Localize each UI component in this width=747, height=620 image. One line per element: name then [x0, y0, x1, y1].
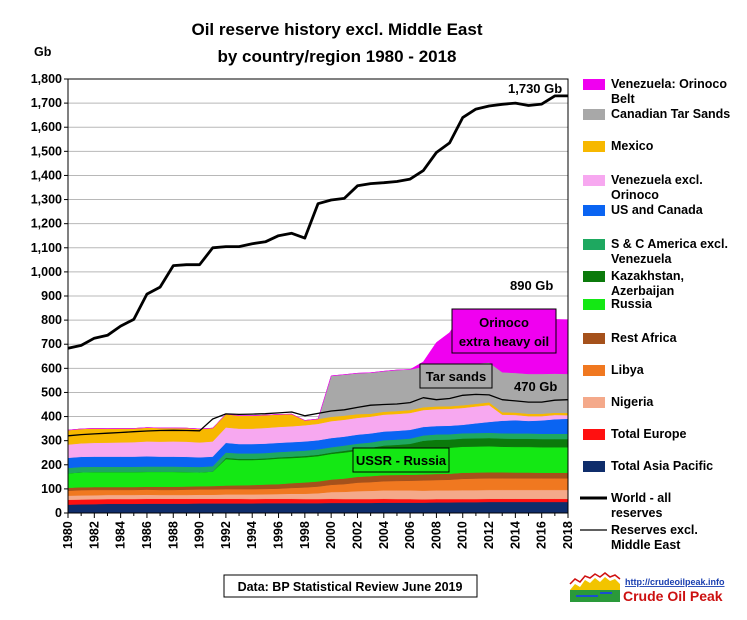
x-tick-label: 2012 [482, 521, 496, 549]
x-tick-label: 1986 [140, 521, 154, 549]
ussr-russia-label: USSR - Russia [356, 453, 447, 468]
legend-label-rest-africa: Rest Africa [611, 331, 678, 345]
legend-swatch-russia [583, 299, 605, 310]
x-tick-label: 1984 [114, 521, 128, 549]
y-tick-label: 900 [41, 289, 62, 303]
legend-label-reserves-excl-middle-east: Reserves excl. Middle East [611, 523, 698, 552]
x-tick-label: 2006 [403, 521, 417, 549]
legend-label-venezuela-orinoco-belt: Venezuela: Orinoco Belt [611, 77, 727, 106]
y-tick-label: 800 [41, 313, 62, 327]
legend-swatch-mexico [583, 141, 605, 152]
y-tick-label: 1,500 [31, 144, 62, 158]
x-tick-label: 1998 [298, 521, 312, 549]
y-axis-unit-label: Gb [34, 45, 52, 59]
legend-swatch-us-and-canada [583, 205, 605, 216]
line-world-all-reserves [67, 94, 568, 350]
annotation-tar-box: Tar sands [419, 363, 493, 389]
logo-name: Crude Oil Peak [623, 588, 723, 604]
legend-swatch-total-asia-pacific [583, 461, 605, 472]
legend-swatch-libya [583, 365, 605, 376]
y-tick-label: 0 [55, 506, 62, 520]
y-tick-label: 1,000 [31, 265, 62, 279]
y-tick-label: 1,400 [31, 168, 62, 182]
y-tick-label: 200 [41, 458, 62, 472]
x-tick-label: 2002 [350, 521, 364, 549]
legend-swatch-canadian-tar-sands [583, 109, 605, 120]
tar-sands-label: Tar sands [426, 369, 486, 384]
logo-url: http://crudeoilpeak.info [625, 577, 725, 587]
line-reserves-excl-middle-east [67, 393, 569, 437]
y-tick-label: 300 [41, 434, 62, 448]
x-tick-label: 2014 [508, 521, 522, 549]
legend-swatch-total-europe [583, 429, 605, 440]
legend-label-total-europe: Total Europe [611, 427, 687, 441]
legend-label-canadian-tar-sands: Canadian Tar Sands [611, 107, 730, 121]
y-tick-label: 100 [41, 482, 62, 496]
legend-label-s-c-america-excl-venezuela: S & C America excl. Venezuela [611, 237, 728, 266]
x-tick-label: 2016 [535, 521, 549, 549]
x-tick-label: 1994 [245, 521, 259, 549]
chart-title-line2: by country/region 1980 - 2018 [217, 47, 456, 66]
x-tick-label: 1990 [193, 521, 207, 549]
annotation-orinoco-box: Orinoco extra heavy oil [451, 308, 557, 354]
chart-title-line1: Oil reserve history excl. Middle East [191, 20, 482, 39]
legend-label-mexico: Mexico [611, 139, 654, 153]
x-tick-label: 2008 [429, 521, 443, 549]
x-tick-label: 2010 [456, 521, 470, 549]
y-axis-ticks: 0 100 200 300 400 500 600 700 800 900 1,000 1,100 1,… [31, 72, 68, 520]
x-tick-label: 1988 [166, 521, 180, 549]
legend-label-nigeria: Nigeria [611, 395, 654, 409]
x-tick-label: 1980 [61, 521, 75, 549]
stacked-areas [67, 309, 569, 514]
x-tick-label: 2000 [324, 521, 338, 549]
crude-oil-peak-logo: http://crudeoilpeak.info Crude Oil Peak [569, 572, 725, 604]
x-tick-label: 2018 [561, 521, 575, 549]
source-box: Data: BP Statistical Review June 2019 [223, 574, 478, 598]
legend-swatch-rest-africa [583, 333, 605, 344]
annotation-excl-end: 470 Gb [514, 379, 557, 394]
legend-label-kazakhstan-azerbaijan: Kazakhstan, Azerbaijan [611, 269, 684, 298]
legend-label-us-and-canada: US and Canada [611, 203, 704, 217]
y-tick-label: 1,800 [31, 72, 62, 86]
y-tick-label: 1,100 [31, 241, 62, 255]
x-tick-label: 2004 [377, 521, 391, 549]
annotation-world-end: 1,730 Gb [508, 81, 562, 96]
series-lines [67, 94, 569, 437]
legend-swatch-nigeria [583, 397, 605, 408]
annotation-ussr-box: USSR - Russia [352, 447, 450, 473]
y-tick-label: 700 [41, 337, 62, 351]
orinoco-label-line2: extra heavy oil [459, 334, 549, 349]
x-tick-label: 1992 [219, 521, 233, 549]
x-tick-label: 1996 [272, 521, 286, 549]
legend-label-libya: Libya [611, 363, 645, 377]
x-axis-ticks: 1980 1982 1984 1986 1988 1990 1992 1994 1996 1998… [61, 513, 575, 549]
logo-chart-icon [569, 572, 621, 602]
y-tick-label: 500 [41, 385, 62, 399]
legend-label-total-asia-pacific: Total Asia Pacific [611, 459, 713, 473]
orinoco-label-line1: Orinoco [479, 315, 529, 330]
y-tick-label: 1,300 [31, 193, 62, 207]
y-tick-label: 1,200 [31, 217, 62, 231]
x-tick-label: 1982 [87, 521, 101, 549]
legend-swatch-s-c-america-excl-venezuela [583, 239, 605, 250]
legend-swatch-venezuela-orinoco-belt [583, 79, 605, 90]
y-tick-label: 400 [41, 410, 62, 424]
y-tick-label: 1,700 [31, 96, 62, 110]
legend-swatch-kazakhstan-azerbaijan [583, 271, 605, 282]
legend-swatch-venezuela-excl-orinoco [583, 175, 605, 186]
annotation-total-peak: 890 Gb [510, 278, 553, 293]
legend-label-world-all-reserves: World - all reserves [611, 491, 671, 520]
source-text: Data: BP Statistical Review June 2019 [238, 580, 463, 594]
y-tick-label: 600 [41, 361, 62, 375]
legend-label-venezuela-excl-orinoco: Venezuela excl. Orinoco [611, 173, 703, 202]
y-tick-label: 1,600 [31, 120, 62, 134]
legend-label-russia: Russia [611, 297, 653, 311]
